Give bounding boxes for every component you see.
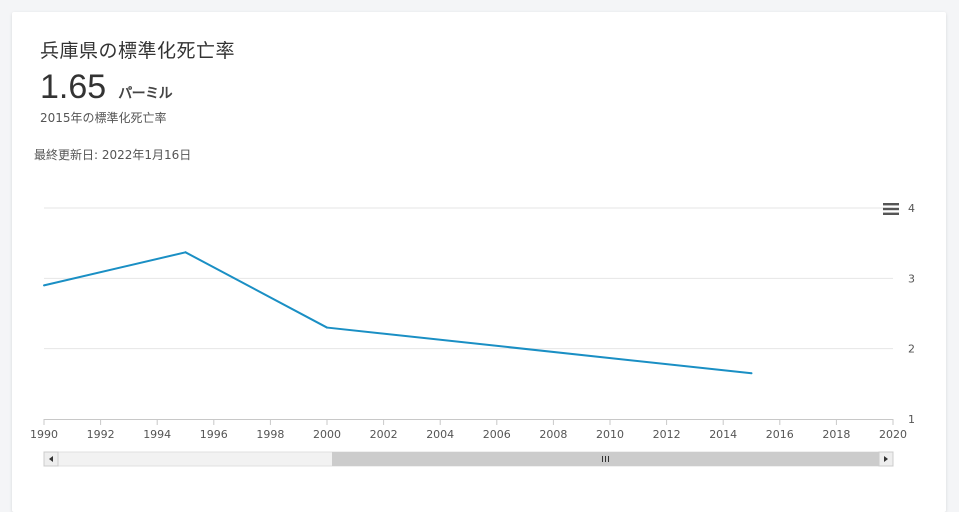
- x-tick-label: 1992: [87, 428, 115, 441]
- headline-unit: パーミル: [118, 86, 173, 102]
- series-line: [43, 251, 752, 375]
- x-tick-label: 2010: [596, 428, 624, 441]
- arrow-left-icon: [49, 456, 53, 462]
- x-tick-label: 1996: [200, 428, 228, 441]
- x-tick-label: 2012: [653, 428, 681, 441]
- y-tick-label: 1: [908, 413, 915, 426]
- hamburger-menu-icon[interactable]: [882, 200, 900, 218]
- data-point: [750, 372, 753, 375]
- x-tick-label: 2008: [539, 428, 567, 441]
- scrollbar[interactable]: [43, 451, 894, 467]
- x-tick-label: 2016: [766, 428, 794, 441]
- y-axis: 1 2 3 4: [908, 202, 915, 426]
- chart-title: 兵庫県の標準化死亡率: [40, 40, 236, 62]
- arrow-right-icon: [884, 456, 888, 462]
- y-tick-label: 3: [908, 272, 915, 285]
- x-tick-label: 2004: [426, 428, 454, 441]
- x-tick-label: 2000: [313, 428, 341, 441]
- data-point: [43, 284, 45, 287]
- last-updated-text: 最終更新日: 2022年1月16日: [34, 148, 192, 162]
- headline-value-row: 1.65 パーミル: [40, 68, 173, 107]
- x-tick-label: 2014: [709, 428, 737, 441]
- line-chart: 1990 1992 1994 1996 1998 2000 2002 2004 2006 2008…: [30, 202, 915, 467]
- grid-lines: [44, 207, 893, 350]
- headline-subtitle: 2015年の標準化死亡率: [40, 111, 167, 125]
- data-point: [326, 326, 328, 329]
- x-tick-label: 1998: [256, 428, 284, 441]
- y-tick-label: 4: [908, 202, 915, 215]
- x-tick-label: 2020: [879, 428, 907, 441]
- x-tick-label: 2002: [370, 428, 398, 441]
- x-tick-label: 2018: [822, 428, 850, 441]
- headline-value: 1.65: [40, 68, 107, 106]
- x-tick-label: 1990: [30, 428, 58, 441]
- series-layer: [43, 251, 753, 375]
- y-tick-label: 2: [908, 343, 915, 356]
- x-tick-label: 1994: [143, 428, 171, 441]
- x-axis: 1990 1992 1994 1996 1998 2000 2002 2004 2006 2008…: [30, 419, 907, 441]
- data-point: [184, 251, 187, 254]
- x-tick-label: 2006: [483, 428, 511, 441]
- chart-card: 兵庫県の標準化死亡率 1.65 パーミル 2015年の標準化死亡率 最終更新日:…: [12, 12, 946, 512]
